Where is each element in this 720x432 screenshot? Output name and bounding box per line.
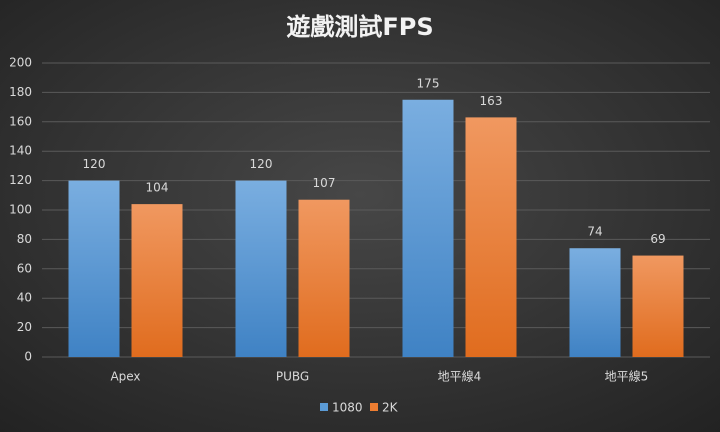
data-label: 104: [146, 181, 169, 195]
y-tick-label: 40: [17, 291, 32, 305]
data-label: 120: [83, 157, 106, 171]
chart-title: 遊戲測試FPS: [286, 13, 433, 41]
legend-swatch: [370, 403, 378, 411]
legend-swatch: [320, 403, 328, 411]
x-tick-label: Apex: [110, 370, 140, 384]
bar: [68, 180, 120, 357]
bar: [465, 117, 517, 357]
bar: [569, 248, 621, 357]
x-tick-label: PUBG: [276, 370, 309, 384]
data-label: 107: [313, 176, 336, 190]
legend-label: 1080: [332, 401, 363, 415]
y-tick-label: 120: [9, 173, 32, 187]
y-tick-label: 80: [17, 232, 32, 246]
bar: [632, 255, 684, 357]
y-tick-label: 200: [9, 56, 32, 70]
data-label: 69: [650, 232, 665, 246]
bar: [298, 199, 350, 357]
y-tick-label: 0: [24, 350, 32, 364]
y-tick-label: 100: [9, 203, 32, 217]
bar: [402, 99, 454, 357]
bar: [235, 180, 287, 357]
data-label: 74: [587, 225, 602, 239]
y-tick-label: 140: [9, 144, 32, 158]
y-tick-label: 20: [17, 320, 32, 334]
x-tick-label: 地平線4: [438, 369, 482, 384]
data-label: 175: [417, 76, 440, 90]
y-tick-label: 180: [9, 85, 32, 99]
x-tick-label: 地平線5: [605, 369, 649, 384]
data-label: 120: [250, 157, 273, 171]
legend-label: 2K: [382, 401, 399, 415]
y-tick-label: 60: [17, 261, 32, 275]
bar: [131, 204, 183, 357]
data-label: 163: [480, 94, 503, 108]
y-tick-label: 160: [9, 114, 32, 128]
